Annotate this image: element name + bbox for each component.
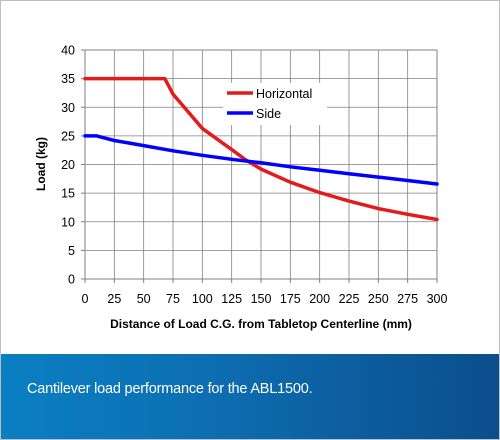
chart: 0 25 50 75 100 125 150 175 200 225 250 275 300 0 5 10 15… — [1, 1, 499, 353]
x-tick-label: 100 — [192, 292, 213, 306]
y-tick-label: 20 — [61, 158, 75, 172]
x-tick-label: 125 — [221, 292, 242, 306]
y-axis-label: Load (kg) — [34, 137, 48, 191]
x-tick-label: 275 — [397, 292, 418, 306]
grid-lines — [85, 50, 437, 279]
y-tick-label: 10 — [61, 215, 75, 229]
legend-label-side: Side — [256, 107, 281, 121]
legend: Horizontal Side — [223, 83, 327, 125]
x-tick-label: 200 — [309, 292, 330, 306]
line-chart: 0 25 50 75 100 125 150 175 200 225 250 275 300 0 5 10 15… — [34, 44, 447, 332]
axis-ticks: 0 25 50 75 100 125 150 175 200 225 250 275 300 0 5 10 15… — [61, 44, 447, 307]
caption-bar: Cantilever load performance for the ABL1… — [1, 354, 499, 439]
legend-label-horizontal: Horizontal — [256, 87, 312, 101]
x-tick-label: 250 — [368, 292, 389, 306]
x-tick-label: 75 — [166, 292, 180, 306]
y-tick-label: 15 — [61, 187, 75, 201]
x-tick-label: 25 — [107, 292, 121, 306]
y-tick-label: 0 — [68, 273, 75, 287]
x-tick-label: 225 — [339, 292, 360, 306]
y-tick-label: 30 — [61, 101, 75, 115]
y-tick-label: 40 — [61, 44, 75, 58]
y-tick-label: 25 — [61, 129, 75, 143]
y-tick-label: 35 — [61, 72, 75, 86]
x-tick-label: 0 — [82, 292, 89, 306]
x-tick-label: 175 — [280, 292, 301, 306]
series-line-side — [83, 134, 439, 186]
x-axis-label: Distance of Load C.G. from Tabletop Cent… — [110, 317, 412, 331]
x-tick-label: 300 — [427, 292, 448, 306]
legend-box — [223, 83, 327, 125]
figure-caption: Cantilever load performance for the ABL1… — [27, 381, 313, 397]
x-tick-label: 50 — [137, 292, 151, 306]
series-lines — [83, 76, 439, 222]
y-tick-label: 5 — [68, 244, 75, 258]
x-tick-label: 150 — [251, 292, 272, 306]
